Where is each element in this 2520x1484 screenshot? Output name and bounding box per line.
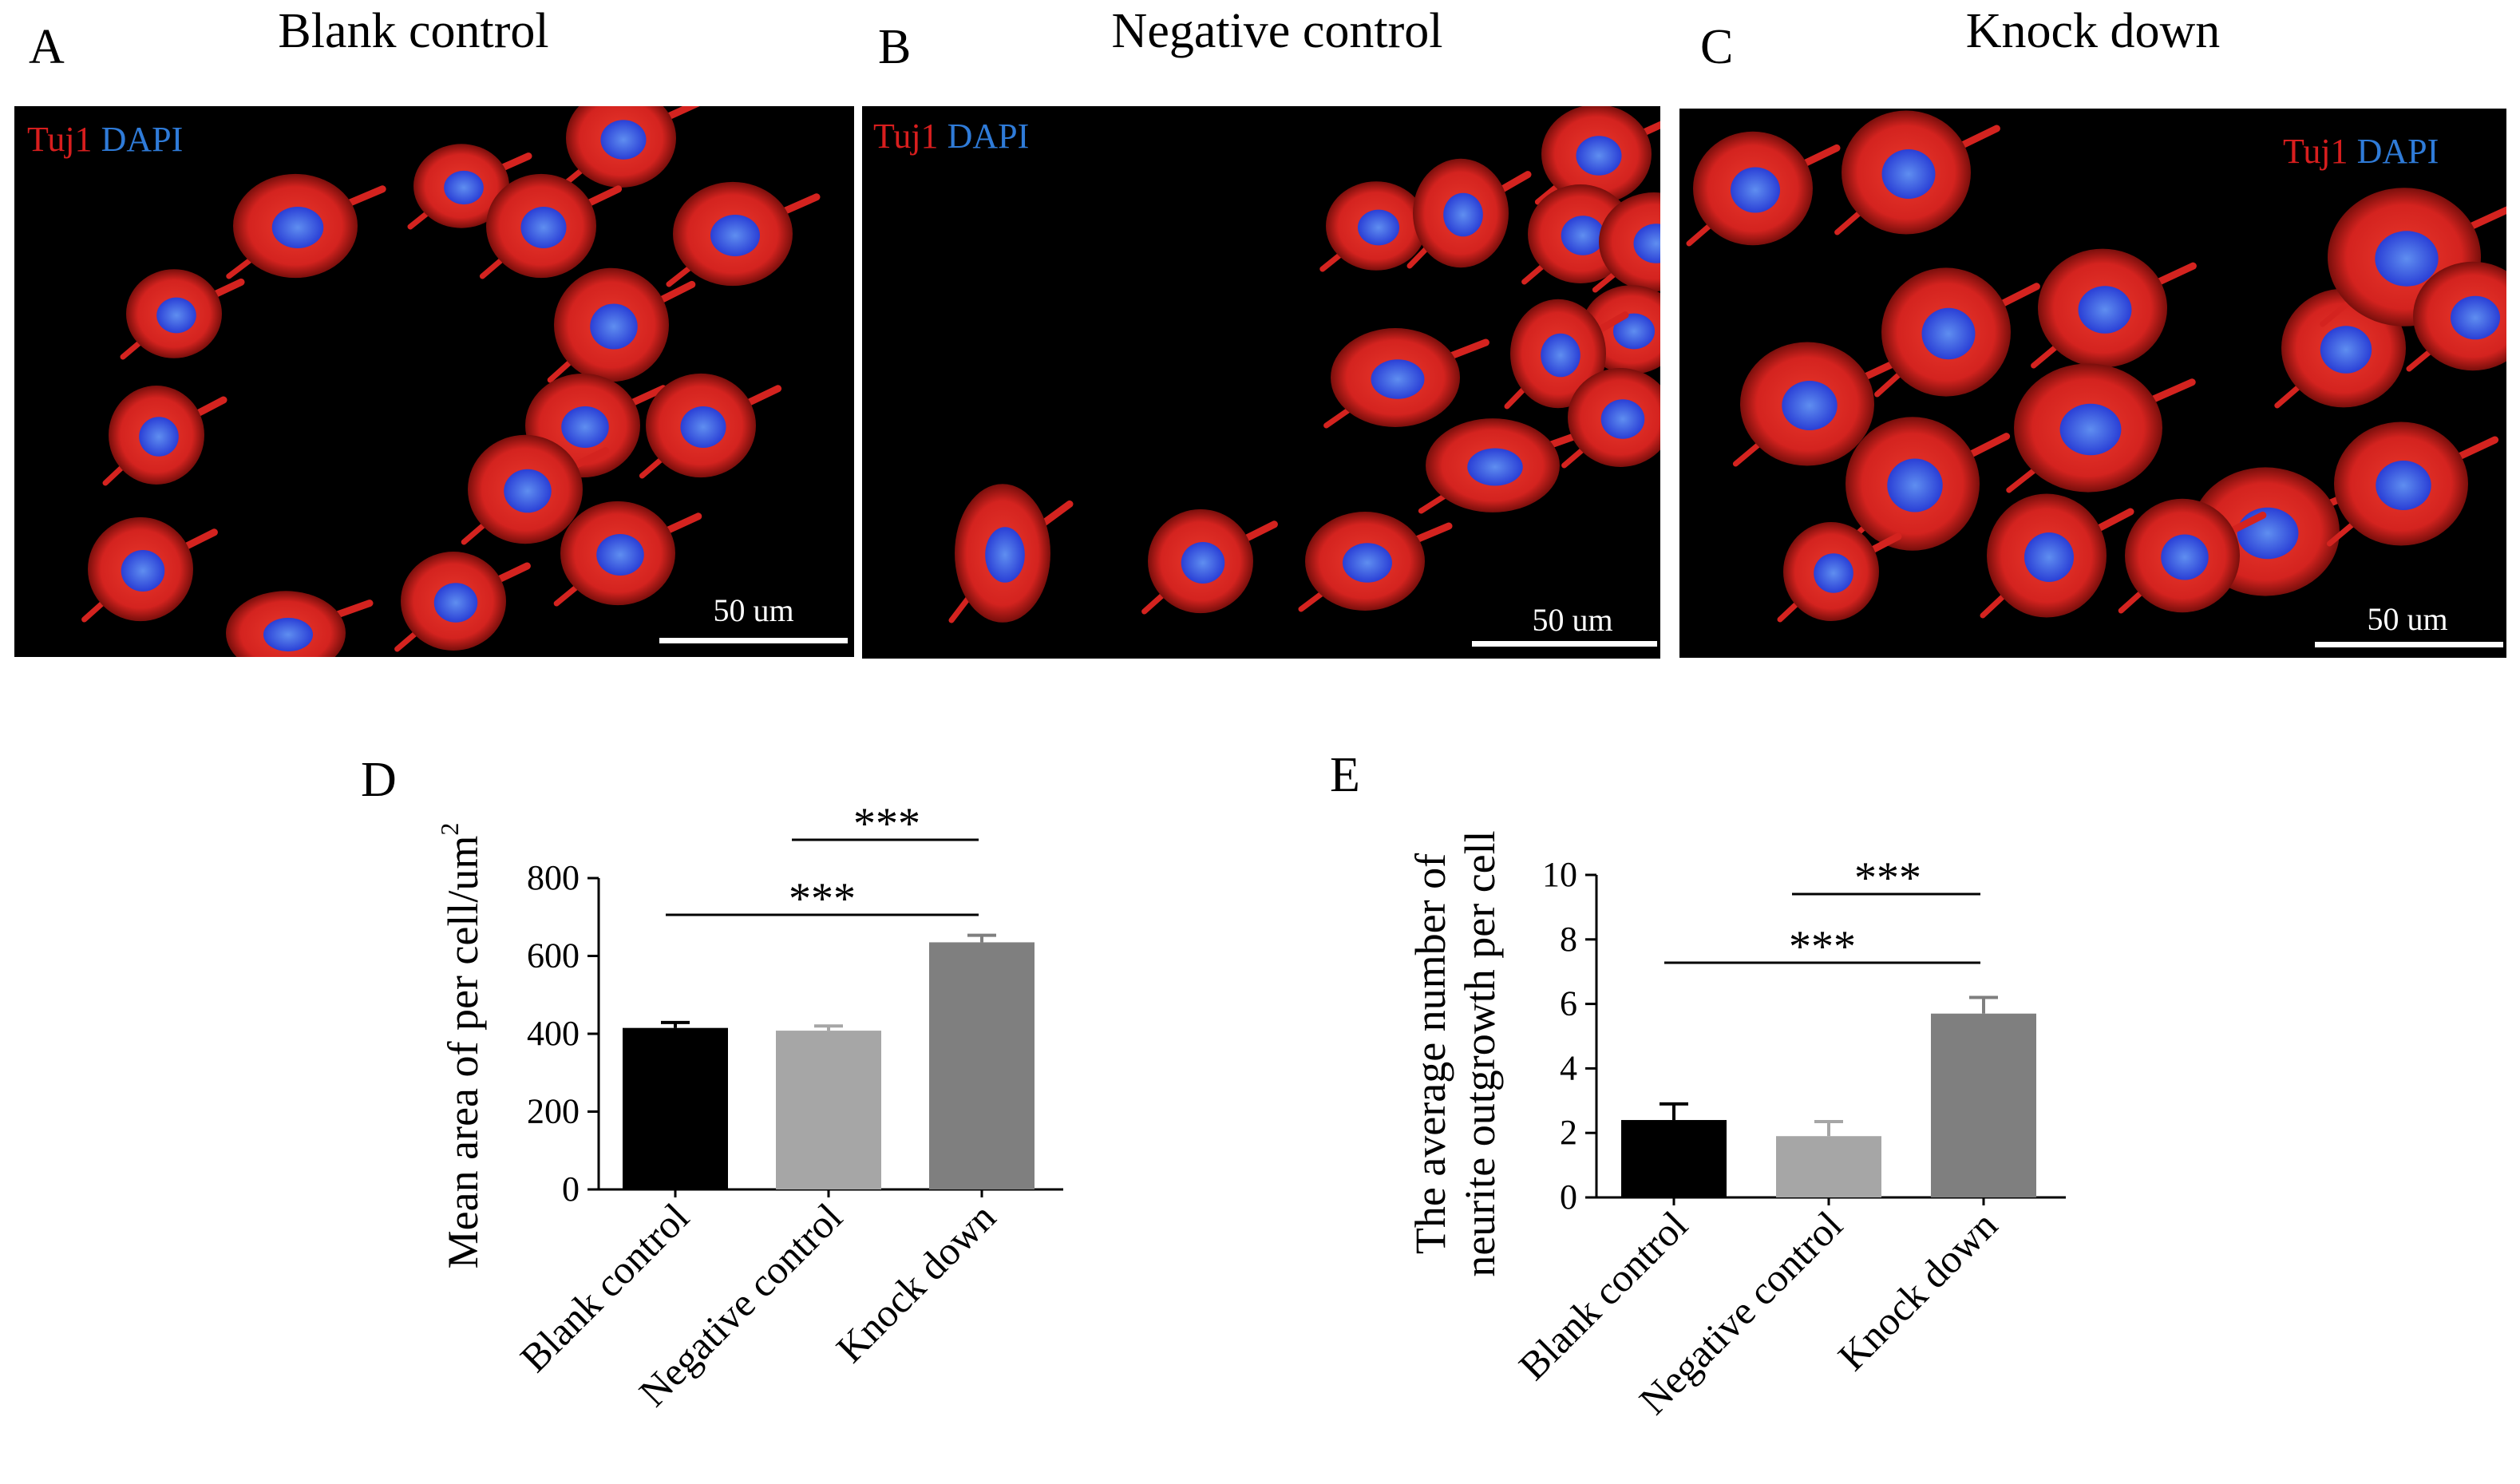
significance-stars: *** <box>1789 922 1856 972</box>
panel-letter-c: C <box>1700 20 1734 74</box>
scale-bar-label-b: 50 um <box>1532 602 1613 638</box>
micrograph-cells-a <box>81 106 821 657</box>
scale-bar-label-a: 50 um <box>713 592 794 628</box>
scale-bar-c <box>2315 642 2503 647</box>
bar-knock-down <box>1931 1013 2036 1197</box>
x-tick-label: Knock down <box>1830 1202 2006 1379</box>
bar-negative-control <box>1776 1136 1881 1197</box>
y-tick-label: 10 <box>1542 855 1577 894</box>
scale-bar-label-c: 50 um <box>2367 601 2448 637</box>
panel-title-b: Negative control <box>1111 4 1443 58</box>
panel-letter-d: D <box>361 753 397 807</box>
significance-stars: *** <box>1854 853 1921 903</box>
y-tick-label: 0 <box>562 1169 580 1209</box>
y-axis-title: Mean area of per cell/um2 <box>435 823 487 1269</box>
micrograph-cells-b <box>948 106 1660 623</box>
y-tick-label: 400 <box>527 1014 580 1053</box>
stain-legend-c: Tuj1 DAPI <box>2283 134 2439 169</box>
stain-tuj1-label: Tuj1 <box>873 117 939 156</box>
bar-blank-control <box>623 1027 728 1189</box>
stain-tuj1-label: Tuj1 <box>27 120 93 159</box>
bar-blank-control <box>1621 1120 1727 1197</box>
y-tick-label: 8 <box>1560 920 1577 959</box>
stain-legend-a: Tuj1 DAPI <box>27 122 183 157</box>
bar-knock-down <box>929 942 1035 1189</box>
panel-letter-b: B <box>878 20 912 74</box>
y-tick-label: 0 <box>1560 1177 1577 1217</box>
y-tick-label: 2 <box>1560 1113 1577 1152</box>
x-tick-label: Knock down <box>828 1194 1004 1371</box>
stain-dapi-label: DAPI <box>101 120 184 159</box>
scale-bar-b <box>1472 641 1657 647</box>
micrograph-knock-down: Tuj1 DAPI 50 um <box>1679 109 2506 658</box>
y-axis-title-line1: The average number of <box>1406 853 1454 1254</box>
stain-dapi-label: DAPI <box>947 117 1030 156</box>
significance-stars: *** <box>853 799 920 849</box>
panel-title-c: Knock down <box>1965 4 2221 58</box>
stain-dapi-label: DAPI <box>2356 132 2439 171</box>
y-tick-label: 4 <box>1560 1048 1577 1087</box>
y-tick-label: 6 <box>1560 984 1577 1023</box>
panel-letter-a: A <box>29 20 65 74</box>
micrograph-blank-control: Tuj1 DAPI 50 um <box>14 106 854 657</box>
y-tick-label: 600 <box>527 936 580 975</box>
significance-stars: *** <box>789 874 856 924</box>
y-tick-label: 200 <box>527 1092 580 1131</box>
micrograph-cells-c <box>1686 110 2506 623</box>
micrograph-negative-control: Tuj1 DAPI 50 um <box>862 106 1660 659</box>
stain-tuj1-label: Tuj1 <box>2283 132 2348 171</box>
scale-bar-a <box>659 638 848 643</box>
panel-title-a: Blank control <box>278 4 549 58</box>
panel-letter-e: E <box>1330 748 1360 802</box>
bar-negative-control <box>776 1031 881 1189</box>
y-axis-title-line2: neurite outgrowth per cell <box>1456 830 1504 1276</box>
y-tick-label: 800 <box>527 858 580 897</box>
stain-legend-b: Tuj1 DAPI <box>873 119 1029 154</box>
